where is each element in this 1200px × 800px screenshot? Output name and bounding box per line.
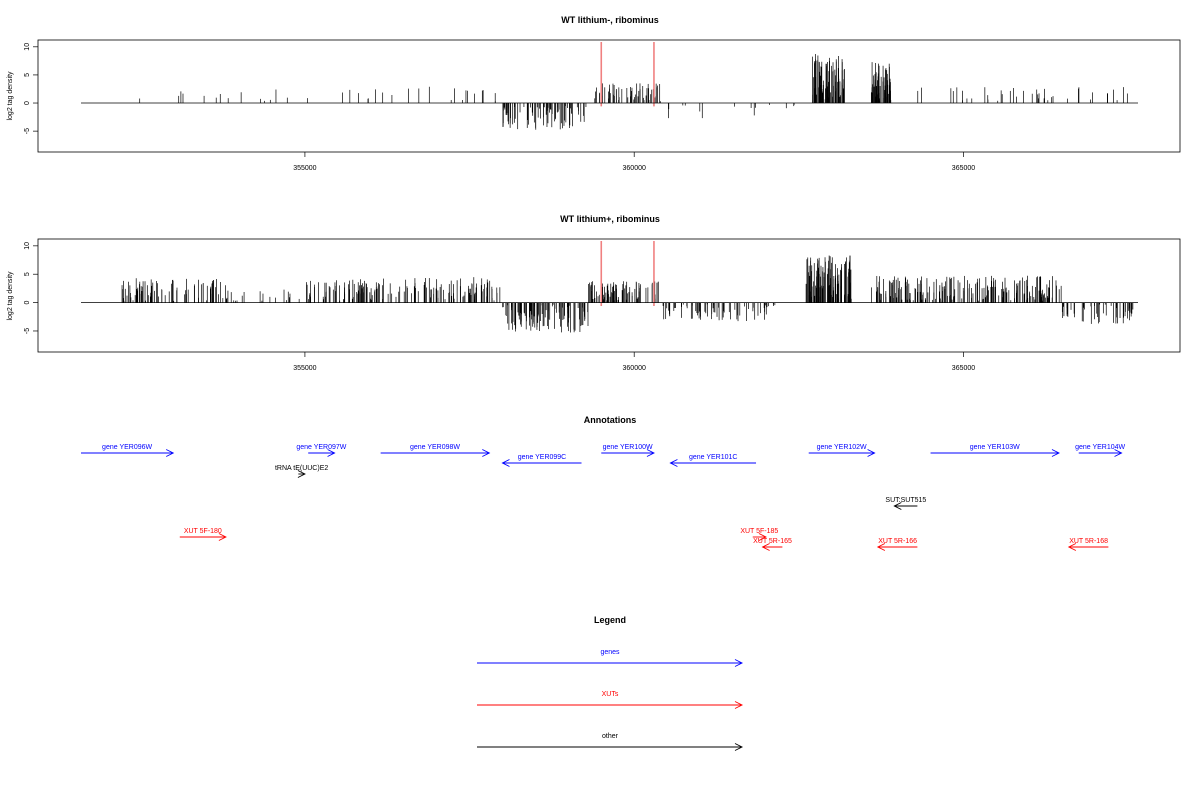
annotation-label: gene YER102W — [817, 444, 867, 451]
x-tick-label: 360000 — [623, 165, 646, 172]
arrowhead — [876, 543, 886, 551]
marker-lines — [600, 42, 655, 107]
legend-label: XUTs — [602, 691, 619, 698]
legend-label: other — [602, 733, 619, 740]
annotation-label: gene YER097W — [296, 444, 346, 451]
annotations-title: Annotations — [584, 415, 637, 425]
legend-label: genes — [600, 649, 620, 656]
arrowhead — [218, 533, 227, 541]
annotation-label: gene YER096W — [102, 444, 152, 451]
annotation-label: gene YER104W — [1075, 444, 1125, 451]
annotation-feature: XUT 5R-166 — [876, 538, 918, 551]
annotation-label: XUT 5R-165 — [753, 538, 792, 545]
y-tick-label: 5 — [24, 73, 31, 77]
x-tick-label: 355000 — [293, 365, 316, 372]
arrowhead — [327, 449, 336, 457]
annotation-feature: gene YER102W — [808, 444, 876, 457]
annotation-feature: gene YER098W — [380, 444, 491, 457]
y-tick-label: -5 — [24, 128, 31, 134]
annotation-feature: XUT 5F-185 — [740, 528, 778, 541]
annotation-label: SUT:SUT515 — [885, 497, 926, 504]
x-tick-label: 360000 — [623, 365, 646, 372]
annotation-feature: gene YER100W — [601, 444, 655, 457]
annotation-feature: gene YER097W — [296, 444, 347, 457]
arrowhead — [165, 449, 175, 457]
coverage-panel-lithium-plus: WT lithium+, ribominus log2 tag density … — [7, 214, 1181, 372]
x-tick-label: 365000 — [952, 165, 975, 172]
annotation-feature: gene YER104W — [1075, 444, 1126, 457]
marker-lines — [600, 241, 655, 306]
x-axis: 355000 360000 365000 — [293, 352, 975, 372]
y-axis: -5 0 5 10 — [24, 242, 38, 334]
arrowhead — [1067, 543, 1077, 551]
y-tick-label: 10 — [24, 43, 31, 51]
y-tick-label: 0 — [24, 301, 31, 305]
annotation-feature: gene YER096W — [81, 444, 175, 457]
panel-title: WT lithium-, ribominus — [561, 15, 659, 25]
annotations-track: Annotations gene YER096W gene YER097W gene… — [81, 415, 1126, 551]
legend: Legend genes XUTs other — [477, 615, 744, 751]
arrowhead — [867, 449, 876, 457]
annotation-label: XUT 5F-180 — [184, 528, 222, 535]
arrowhead — [1114, 449, 1123, 457]
legend-item: genes — [477, 649, 744, 667]
y-tick-label: 10 — [24, 242, 31, 250]
legend-title: Legend — [594, 615, 626, 625]
annotation-label: XUT 5F-185 — [740, 528, 778, 535]
arrowhead — [482, 449, 491, 457]
coverage-panel-lithium-minus: WT lithium-, ribominus log2 tag density … — [7, 15, 1181, 172]
coverage-bars — [139, 54, 1128, 130]
annotation-feature: gene YER099C — [501, 454, 582, 467]
annotation-label: gene YER100W — [603, 444, 653, 451]
y-tick-label: 5 — [24, 272, 31, 276]
y-axis-label: log2 tag density — [7, 71, 14, 121]
annotation-feature: gene YER101C — [669, 454, 757, 467]
y-tick-label: -5 — [24, 328, 31, 334]
y-tick-label: 0 — [24, 101, 31, 105]
arrowhead — [758, 533, 767, 541]
plot-frame — [37, 39, 1181, 153]
y-axis: -5 0 5 10 — [24, 43, 38, 134]
arrowhead — [734, 659, 744, 667]
x-tick-label: 355000 — [293, 165, 316, 172]
x-tick-label: 365000 — [952, 365, 975, 372]
annotation-label: XUT 5R-166 — [878, 538, 917, 545]
annotation-feature: tRNA tE(UUC)E2 — [275, 465, 328, 478]
annotation-label: gene YER098W — [410, 444, 460, 451]
annotation-label: gene YER101C — [689, 454, 738, 461]
y-axis-label: log2 tag density — [7, 271, 14, 321]
arrowhead — [734, 743, 744, 751]
annotation-label: gene YER103W — [970, 444, 1020, 451]
annotation-feature: XUT 5R-165 — [753, 538, 792, 551]
annotation-label: tRNA tE(UUC)E2 — [275, 465, 328, 472]
legend-item: other — [477, 733, 744, 751]
annotation-feature: XUT 5F-180 — [179, 528, 227, 541]
legend-item: XUTs — [477, 691, 744, 709]
panel-title: WT lithium+, ribominus — [560, 214, 660, 224]
arrowhead — [501, 459, 510, 467]
x-axis: 355000 360000 365000 — [293, 152, 975, 172]
arrowhead — [669, 459, 678, 467]
annotation-feature: gene YER103W — [930, 444, 1060, 457]
annotation-feature: SUT:SUT515 — [885, 497, 926, 510]
arrowhead — [761, 543, 770, 551]
coverage-bars — [121, 255, 1134, 333]
arrowhead — [1051, 449, 1060, 457]
annotation-feature: XUT 5R-168 — [1067, 538, 1109, 551]
arrowhead — [893, 502, 902, 510]
annotation-label: XUT 5R-168 — [1069, 538, 1108, 545]
arrowhead — [646, 449, 655, 457]
annotation-label: gene YER099C — [518, 454, 567, 461]
arrowhead — [297, 470, 306, 478]
arrowhead — [734, 701, 744, 709]
plot-frame — [37, 238, 1181, 353]
